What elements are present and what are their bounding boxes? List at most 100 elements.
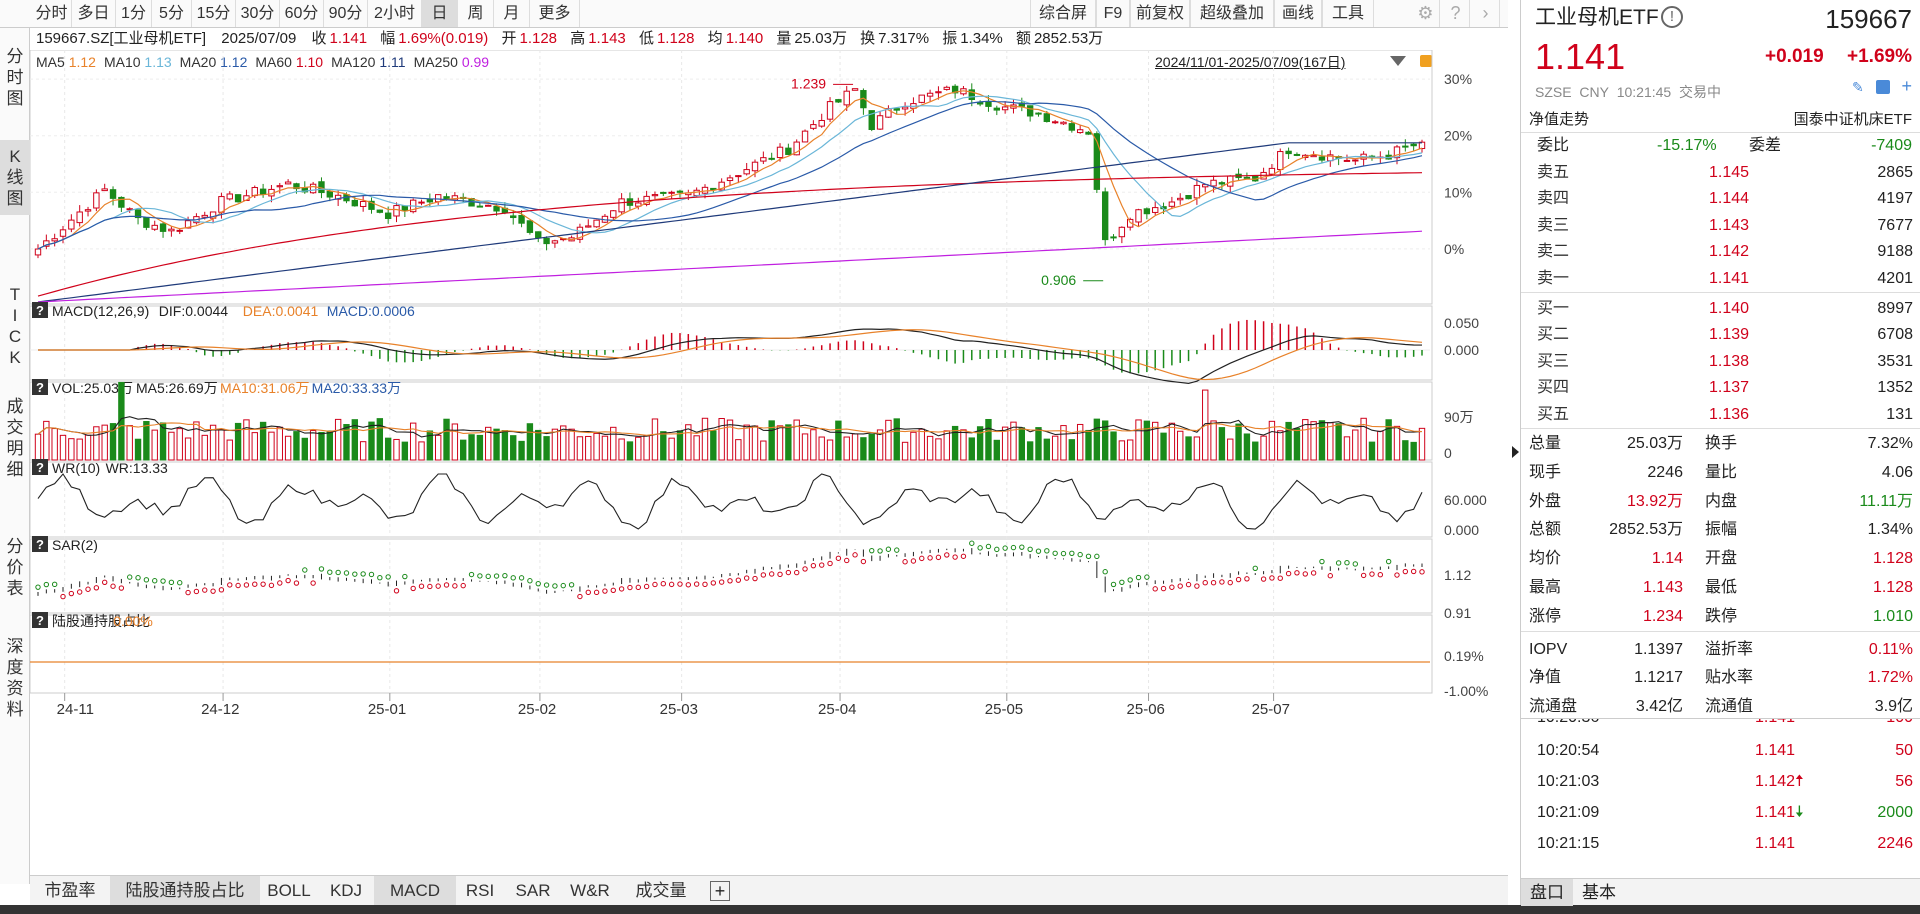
right-tab-1[interactable]: 基本	[1582, 883, 1616, 902]
indicator-tab-2[interactable]: BOLL	[267, 881, 311, 900]
sar-dot	[318, 566, 325, 572]
indicator-tab-0[interactable]: 市盈率	[44, 881, 96, 900]
add-tab-icon[interactable]: +	[710, 881, 730, 901]
add-icon[interactable]: +	[1901, 76, 1912, 96]
period-2[interactable]: 1分	[116, 0, 152, 27]
indicator-tab-6[interactable]: SAR	[515, 881, 551, 900]
order-book-row[interactable]: 卖四 1.144 4197	[1537, 186, 1913, 212]
tick-volume: 50	[1895, 742, 1913, 759]
toolbar-button-5[interactable]: 工具	[1322, 0, 1374, 27]
sar-dot	[685, 582, 692, 588]
stat-value: 1.010	[1872, 607, 1913, 625]
order-book-row[interactable]: 买二 1.139 6708	[1537, 322, 1913, 348]
range-dropdown-icon[interactable]	[1390, 56, 1406, 66]
period-3[interactable]: 5分	[152, 0, 192, 27]
indicator-tab-5[interactable]: RSI	[465, 881, 495, 900]
toolbar-button-1[interactable]: F9	[1096, 0, 1130, 27]
left-tab-4[interactable]: 分价表	[6, 537, 24, 598]
alert-icon[interactable]	[1876, 80, 1890, 94]
candle-body	[326, 190, 334, 198]
help-icon	[32, 459, 48, 475]
order-book-row[interactable]: 买一 1.140 8997	[1537, 296, 1913, 322]
volume-bar	[376, 418, 384, 461]
volume-bar	[651, 418, 659, 461]
left-tab-0[interactable]: 分时图	[6, 47, 24, 108]
period-7[interactable]: 90分	[324, 0, 368, 27]
toolbar-button-3[interactable]: 超级叠加	[1190, 0, 1274, 27]
ma-label-2: MA20	[179, 54, 221, 70]
left-tab-3[interactable]: 成交明细	[6, 397, 24, 479]
indicator-tab-3[interactable]: KDJ	[329, 881, 363, 900]
edit-icon[interactable]: ✎	[1852, 79, 1864, 95]
period-10[interactable]: 周	[458, 0, 494, 27]
order-book-row[interactable]: 买三 1.138 3531	[1537, 349, 1913, 375]
collapse-arrow-icon[interactable]	[1512, 446, 1519, 458]
right-tab-0[interactable]: 盘口	[1521, 879, 1573, 906]
left-tab-5[interactable]: 深度资料	[6, 637, 24, 719]
toolbar-button-2[interactable]: 前复权	[1130, 0, 1190, 27]
tick-volume: 100	[1886, 719, 1913, 733]
volume-bar	[543, 436, 550, 461]
indicator-tab-8[interactable]: 成交量	[635, 881, 687, 900]
help-icon[interactable]: ?	[1442, 0, 1470, 27]
sar-dot	[1410, 568, 1417, 575]
sar-dot	[1152, 586, 1158, 592]
candle-body	[810, 124, 817, 129]
volume-bar	[918, 428, 925, 461]
chevron-right-icon[interactable]: ›	[1472, 0, 1500, 27]
indicator-tab-1[interactable]: 陆股通持股占比	[110, 876, 260, 906]
kline-chart[interactable]: 30% 20% 10% 0% 1.239 0.906? MACD(12,26,9) DIF:0…	[30, 50, 1508, 874]
stat-label: 总量	[1529, 435, 1562, 452]
toolbar-button-0[interactable]: 综合屏	[1030, 0, 1096, 27]
volume-bar	[176, 428, 183, 461]
sar-dot	[1394, 572, 1400, 578]
volume-bar	[226, 439, 233, 461]
order-book-row[interactable]: 买四 1.137 1352	[1537, 375, 1913, 401]
order-book-row[interactable]: 卖三 1.143 7677	[1537, 213, 1913, 239]
order-book-row[interactable]: 买五 1.136 131	[1537, 402, 1913, 428]
candle-body	[518, 214, 525, 224]
stat-value: 1.1397	[1634, 640, 1683, 658]
stat-label: 最低	[1705, 579, 1738, 596]
candle-body	[1101, 191, 1109, 241]
indicator-tab-7[interactable]: W&R	[570, 881, 610, 900]
sar-dot	[1219, 579, 1225, 585]
ma-value-3: 1.10	[295, 54, 324, 70]
stat-row: IOPV 1.1397 溢折率 0.11%	[1529, 637, 1913, 663]
period-11[interactable]: 月	[494, 0, 530, 27]
nav-trend-label[interactable]: 净值走势	[1529, 111, 1590, 128]
period-4[interactable]: 15分	[192, 0, 236, 27]
candle-body	[1277, 151, 1284, 171]
indicator-tab-4[interactable]: MACD	[374, 876, 456, 906]
date-range[interactable]: 2024/11/01-2025/07/09(167日)	[1155, 54, 1346, 70]
gear-icon[interactable]: ⚙	[1412, 0, 1440, 27]
stat-row: 均价 1.14 开盘 1.128	[1529, 546, 1913, 572]
sar-dot	[668, 581, 675, 588]
order-volume: 9188	[1877, 243, 1913, 261]
period-0[interactable]: 分时	[32, 0, 72, 27]
sar-dot	[193, 588, 200, 595]
candle-body	[1218, 182, 1226, 185]
period-5[interactable]: 30分	[236, 0, 280, 27]
sar-dot	[385, 574, 391, 580]
toolbar-button-4[interactable]: 画线	[1274, 0, 1322, 27]
sar-dot	[944, 552, 950, 558]
period-9[interactable]: 日	[422, 0, 458, 27]
sar-dot	[802, 566, 808, 572]
period-12[interactable]: 更多	[530, 0, 580, 27]
stat-row: 涨停 1.234 跌停 1.010	[1529, 604, 1913, 630]
trade-status: 交易中	[1678, 84, 1721, 100]
period-8[interactable]: 2小时	[368, 0, 422, 27]
period-1[interactable]: 多日	[72, 0, 116, 27]
order-book-row[interactable]: 卖五 1.145 2865	[1537, 160, 1913, 186]
x-tick-label: 24-11	[57, 701, 94, 718]
order-book-row[interactable]: 卖一 1.141 4201	[1537, 266, 1913, 292]
period-6[interactable]: 60分	[280, 0, 324, 27]
info-icon[interactable]: !	[1661, 6, 1683, 28]
lock-icon[interactable]	[1420, 55, 1432, 67]
volume-bar	[151, 429, 158, 461]
order-book-row[interactable]: 卖二 1.142 9188	[1537, 239, 1913, 265]
sar-title: SAR(2)	[52, 537, 98, 553]
